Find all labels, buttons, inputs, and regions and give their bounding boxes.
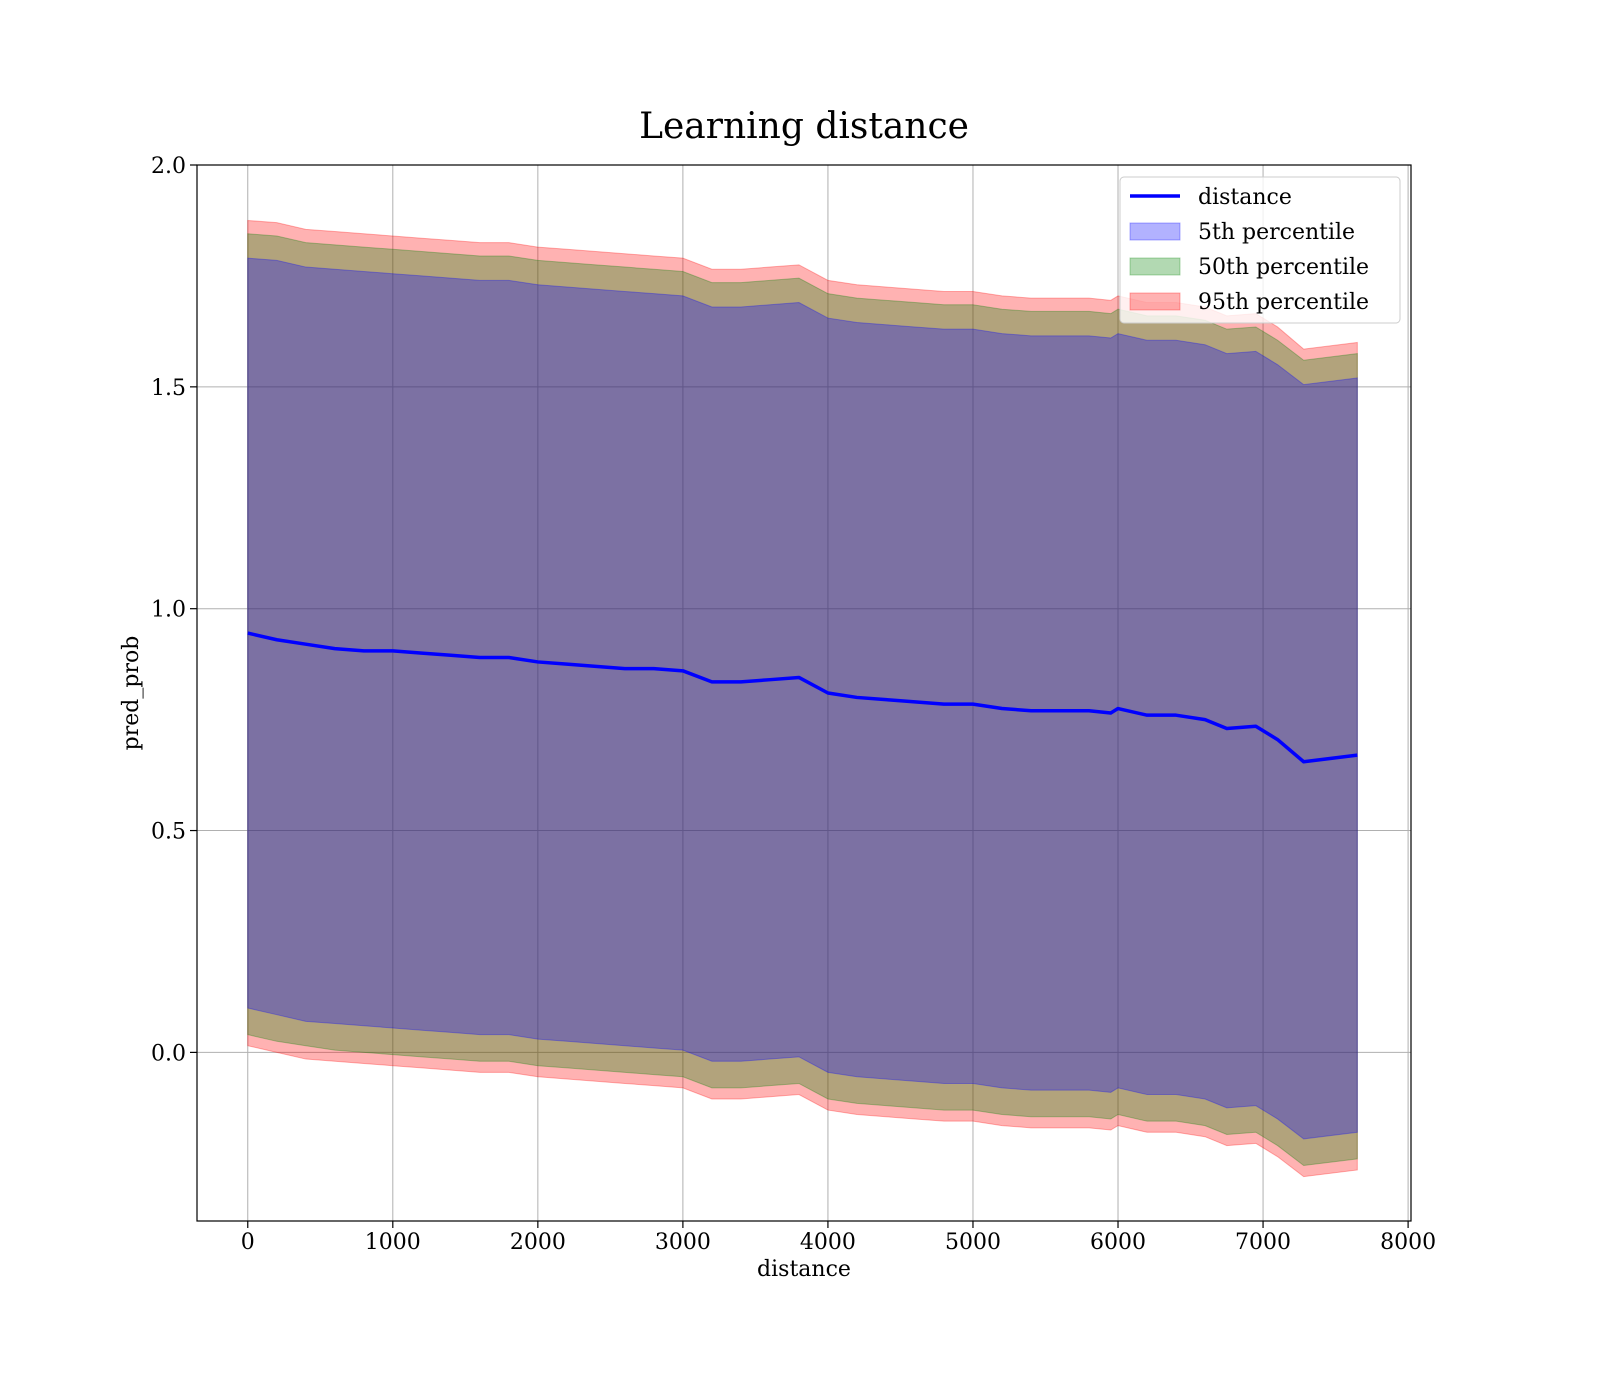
band-50th-percentile xyxy=(247,233,1358,1167)
legend-label-distance: distance xyxy=(1198,185,1292,210)
distance-series xyxy=(247,631,1358,764)
band-95th-percentile xyxy=(247,219,1358,1178)
x-tick-label: 1000 xyxy=(365,1230,421,1255)
plot-frame xyxy=(196,164,1412,1222)
legend-label-50th-percentile: 50th percentile xyxy=(1198,255,1369,280)
x-tick-label: 6000 xyxy=(1090,1230,1146,1255)
legend-box xyxy=(1119,176,1401,324)
line-distance xyxy=(247,631,1358,764)
legend-entries: distance 5th percentile 50th percentile 95t… xyxy=(1129,185,1369,315)
x-tick-label: 2000 xyxy=(510,1230,566,1255)
x-axis-title: distance xyxy=(757,1257,851,1282)
x-tick-label: 4000 xyxy=(800,1230,856,1255)
y-tick-label: 1.0 xyxy=(151,598,186,623)
legend-swatch-95th-percentile xyxy=(1129,292,1181,311)
band-5th-percentile xyxy=(247,257,1358,1140)
y-axis-title: pred_prob xyxy=(119,636,144,751)
x-tick-label: 7000 xyxy=(1235,1230,1291,1255)
y-tick-label: 0.5 xyxy=(151,820,186,845)
x-tick-label: 0 xyxy=(241,1230,255,1255)
y-tick-label: 1.5 xyxy=(151,376,186,401)
legend-swatch-5th-percentile xyxy=(1129,222,1181,241)
x-tick-label: 8000 xyxy=(1380,1230,1436,1255)
legend-label-5th-percentile: 5th percentile xyxy=(1198,220,1355,245)
x-tick-label: 3000 xyxy=(655,1230,711,1255)
axis-ticks: 0 1000 2000 3000 4000 5000 6000 7000 8000 0.0 0.5 1… xyxy=(151,154,1436,1255)
x-tick-label: 5000 xyxy=(945,1230,1001,1255)
y-tick-label: 2.0 xyxy=(151,154,186,179)
legend: distance 5th percentile 50th percentile 95t… xyxy=(1119,176,1401,324)
chart-title: Learning distance xyxy=(639,106,969,147)
legend-swatch-50th-percentile xyxy=(1129,257,1181,276)
percentile-bands xyxy=(247,219,1358,1178)
legend-label-95th-percentile: 95th percentile xyxy=(1198,290,1369,315)
y-tick-label: 0.0 xyxy=(151,1041,186,1066)
